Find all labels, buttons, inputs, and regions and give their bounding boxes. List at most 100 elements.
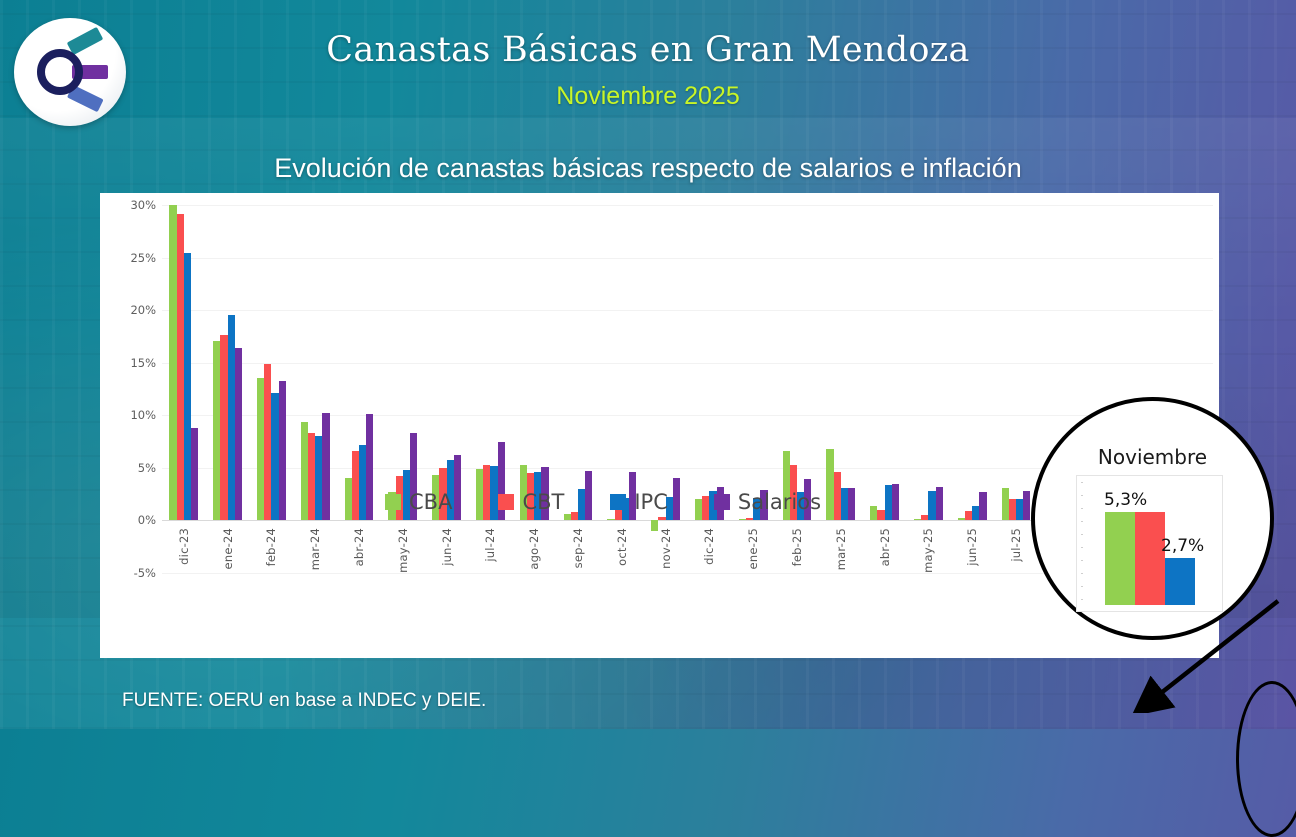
- chart-bar: [789, 464, 797, 521]
- callout-title: Noviembre: [1097, 445, 1208, 469]
- x-axis-tick-label: jun-25: [965, 528, 980, 567]
- chart-bar: [1008, 499, 1016, 521]
- chart-bar: [497, 441, 505, 521]
- chart-bar: [614, 500, 622, 521]
- chart-bar: [826, 448, 834, 521]
- chart-bar: [578, 488, 586, 521]
- chart-bar: [366, 414, 374, 521]
- x-axis-tick-label: jun-24: [439, 528, 454, 567]
- y-axis-tick-label: 15%: [130, 355, 156, 370]
- chart-bar: [410, 433, 418, 521]
- callout-label-left: 5,3%: [1104, 490, 1148, 511]
- y-axis-tick-label: 0%: [137, 513, 156, 528]
- legend-item-cbt[interactable]: CBT: [498, 490, 564, 514]
- y-axis-tick-label: 5%: [137, 460, 156, 475]
- x-axis-tick-label: oct-24: [614, 528, 629, 567]
- legend-label: Salarios: [737, 490, 822, 514]
- chart-bar: [432, 475, 440, 521]
- oeru-logo: [14, 18, 126, 126]
- legend-swatch-icon: [498, 494, 515, 510]
- chart-bar: [702, 496, 710, 521]
- x-axis-tick-label: abr-25: [877, 528, 892, 567]
- callout-label-right: 2,7%: [1161, 535, 1205, 556]
- chart-bar: [694, 499, 703, 521]
- y-axis-tick-label: 10%: [130, 408, 156, 423]
- chart-bar: [402, 469, 411, 521]
- chart-bar: [490, 465, 498, 521]
- chart-bar: [183, 253, 192, 521]
- gridline: [162, 205, 1213, 206]
- callout-pointer-arrow: [1131, 599, 1280, 713]
- gridline: [162, 362, 1213, 364]
- chart-bar: [278, 380, 286, 521]
- zero-axis-line: [162, 520, 1213, 522]
- chart-bar: [782, 451, 790, 521]
- chart-bar: [979, 492, 987, 521]
- chart-bar: [308, 433, 316, 521]
- legend-item-cba[interactable]: CBA: [385, 490, 452, 514]
- callout-bar-ipc: [1165, 557, 1195, 605]
- gridline: [162, 257, 1213, 259]
- chart-bar: [227, 315, 235, 521]
- chart-bar: [563, 514, 571, 521]
- chart-bar: [738, 519, 746, 521]
- chart-bar: [534, 472, 542, 521]
- chart-bar: [753, 498, 761, 521]
- chart-bar: [453, 455, 462, 521]
- chart-bar: [169, 205, 177, 521]
- x-axis-tick-label: jul-25: [1008, 528, 1023, 563]
- callout-mini-chart: 5,3% 2,7%: [1076, 475, 1223, 612]
- chart-bar: [796, 492, 805, 521]
- chart-bar: [1015, 499, 1024, 521]
- legend-label: CBA: [409, 490, 453, 514]
- x-axis-tick-label: abr-24: [352, 528, 367, 567]
- x-axis-tick-label: ene-25: [746, 528, 761, 570]
- chart-bar: [957, 518, 965, 521]
- chart-bar: [935, 486, 943, 521]
- chart-bar: [527, 473, 535, 521]
- chart-bar: [541, 466, 549, 521]
- chart-bar: [234, 347, 243, 521]
- y-axis-tick-label: 20%: [130, 303, 156, 318]
- chart-bar: [891, 483, 899, 521]
- callout-mini-axis: [1081, 482, 1083, 605]
- logo-mark-icon: [37, 27, 108, 112]
- x-axis-tick-label: ago-24: [527, 528, 542, 571]
- chart-bar: [1001, 487, 1009, 521]
- x-axis-tick-label: jul-24: [483, 528, 498, 563]
- chart-bar: [607, 519, 615, 521]
- x-axis-tick-label: dic-23: [176, 528, 191, 566]
- november-callout: Noviembre 5,3% 2,7%: [1031, 397, 1274, 640]
- legend-label: CBT: [522, 490, 565, 514]
- chart-bar: [840, 487, 848, 521]
- gridline: [162, 573, 1213, 574]
- chart-bar: [271, 393, 279, 521]
- chart-bar: [359, 444, 367, 521]
- chart-bar: [884, 484, 892, 521]
- gridline: [162, 467, 1213, 469]
- chart-bar: [220, 335, 228, 521]
- legend-swatch-icon: [610, 494, 627, 510]
- chart-section-title: Evolución de canastas básicas respecto d…: [274, 153, 1022, 183]
- chart-bar: [191, 427, 199, 521]
- chart-bar: [570, 512, 578, 521]
- chart-bar: [665, 497, 673, 521]
- callout-bar-cbt: [1135, 512, 1165, 605]
- y-axis-tick-label: 25%: [130, 250, 156, 265]
- chart-bar: [483, 464, 491, 521]
- chart-bar: [1023, 490, 1031, 521]
- chart-bar: [658, 517, 666, 521]
- legend-item-salarios[interactable]: Salarios: [713, 490, 822, 514]
- page-title: Canastas Básicas en Gran Mendoza: [326, 30, 970, 70]
- chart-bar: [804, 479, 812, 521]
- chart-bar: [928, 490, 936, 521]
- chart-bar: [964, 510, 973, 521]
- legend-swatch-icon: [713, 494, 730, 510]
- chart-bar: [315, 436, 323, 521]
- y-axis-tick-label: -5%: [133, 566, 156, 580]
- chart-bar: [519, 464, 528, 521]
- chart-bar: [629, 472, 637, 521]
- legend-item-ipc[interactable]: IPC: [610, 490, 668, 514]
- chart-bar: [672, 478, 680, 521]
- chart-bar: [745, 518, 754, 521]
